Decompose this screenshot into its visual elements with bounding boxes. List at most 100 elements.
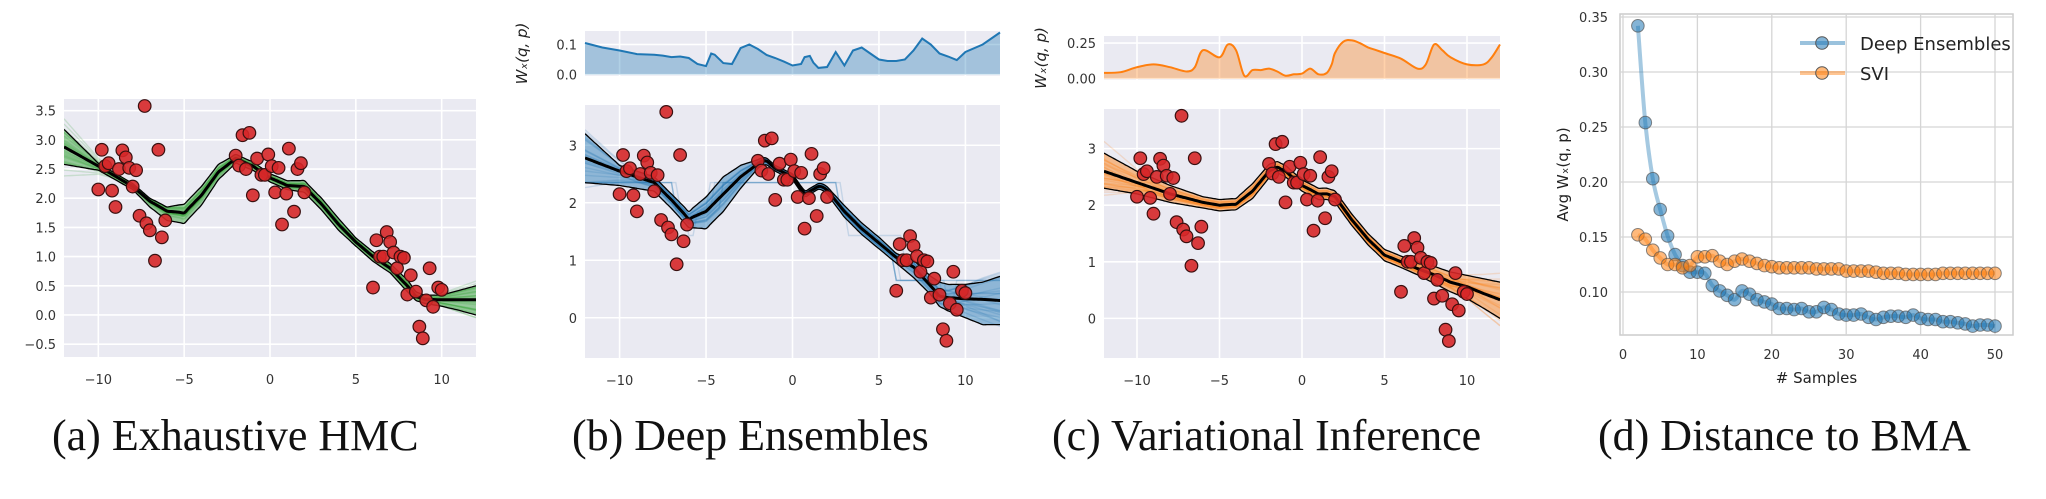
data-point xyxy=(1184,258,1199,273)
series-marker xyxy=(1638,232,1653,246)
data-point xyxy=(1328,192,1342,207)
distance-area xyxy=(1104,40,1500,79)
data-point xyxy=(1448,266,1463,281)
panel-b-deep-ensembles: −10 −5 0 5 10 0 1 2 3 0.0 0.1 Wₓ(q, p) xyxy=(513,23,1001,389)
data-point xyxy=(783,152,798,167)
data-point xyxy=(1310,193,1325,208)
strip-y-tick-label: 0.1 xyxy=(556,39,577,54)
y-tick-label: 1 xyxy=(1088,256,1096,271)
y-axis-label: Avg Wₓ(q, p) xyxy=(1554,127,1572,221)
data-point xyxy=(1191,236,1205,251)
x-tick-label: 0 xyxy=(788,374,796,389)
y-tick-label: 1.0 xyxy=(35,251,56,266)
panel-d-distance-to-bma: 0 10 20 30 40 50 0.10 0.15 0.20 0.25 0.30 0.35 # Sam… xyxy=(1554,11,2014,387)
data-point xyxy=(294,156,308,171)
data-point xyxy=(1313,150,1328,165)
data-point xyxy=(958,286,973,300)
data-point xyxy=(626,188,641,203)
strip-y-tick-label: 0.00 xyxy=(1067,73,1096,88)
data-point xyxy=(949,302,964,317)
data-point xyxy=(673,148,688,162)
data-point xyxy=(1441,334,1456,348)
data-point xyxy=(275,217,289,232)
y-tick-label: 3.0 xyxy=(35,134,56,149)
x-tick-label: 0 xyxy=(1298,374,1306,389)
x-tick-label: −5 xyxy=(1210,374,1229,389)
data-point xyxy=(158,213,173,228)
strip-y-tick-label: 0.25 xyxy=(1067,37,1096,52)
x-tick-label: 20 xyxy=(1764,348,1781,363)
data-point xyxy=(1451,303,1466,318)
x-axis-label: # Samples xyxy=(1776,369,1858,387)
data-point xyxy=(1174,108,1189,123)
data-point xyxy=(151,142,166,157)
x-tick-label: −10 xyxy=(606,374,633,389)
data-point xyxy=(154,230,169,245)
y-tick-label: 1 xyxy=(569,254,577,269)
uncertainty-band xyxy=(64,129,476,315)
series-marker xyxy=(1683,258,1697,273)
x-tick-label: 5 xyxy=(1380,374,1388,389)
x-tick-label: 0 xyxy=(266,373,274,388)
y-tick-label: 2 xyxy=(569,197,577,212)
data-point xyxy=(1293,155,1308,170)
series-marker xyxy=(1645,171,1660,186)
data-point xyxy=(920,254,935,269)
y-tick-label: 2 xyxy=(1088,199,1096,214)
y-tick-label: 0.5 xyxy=(35,280,56,295)
y-tick-label: 3.5 xyxy=(35,105,56,120)
data-point xyxy=(1278,195,1293,210)
x-tick-label: 10 xyxy=(1689,348,1706,363)
data-point xyxy=(137,99,152,113)
legend-label: Deep Ensembles xyxy=(1860,34,2011,55)
data-point xyxy=(91,182,106,197)
legend-label: SVI xyxy=(1860,64,1889,85)
series-marker xyxy=(1631,19,1645,33)
y-tick-label: 3 xyxy=(569,139,577,154)
data-point xyxy=(1318,211,1332,226)
y-tick-label: 0.30 xyxy=(1579,66,1608,81)
data-point xyxy=(1143,190,1158,205)
data-point xyxy=(287,204,301,219)
y-tick-label: −0.5 xyxy=(24,338,56,353)
data-point xyxy=(669,257,684,272)
data-point xyxy=(1394,284,1408,299)
data-point xyxy=(1435,288,1450,303)
x-tick-label: −5 xyxy=(696,374,715,389)
data-point xyxy=(892,237,907,252)
data-point xyxy=(279,186,294,201)
legend-marker xyxy=(1815,36,1829,50)
data-point xyxy=(802,191,816,206)
data-point xyxy=(1423,256,1438,270)
y-tick-label: 0.25 xyxy=(1579,121,1608,136)
data-point xyxy=(1324,164,1339,179)
data-point xyxy=(612,187,627,202)
data-point xyxy=(403,268,418,283)
data-point xyxy=(94,142,109,157)
x-tick-label: 10 xyxy=(1459,374,1476,389)
distance-line xyxy=(1103,39,1501,78)
y-tick-label: 0 xyxy=(569,312,577,327)
data-point xyxy=(1133,151,1148,166)
data-point xyxy=(768,192,783,207)
caption-b: (b) Deep Ensembles xyxy=(572,411,929,460)
legend: Deep Ensembles SVI xyxy=(1800,34,2011,85)
data-point xyxy=(816,161,831,176)
data-point xyxy=(623,161,637,176)
x-tick-label: 10 xyxy=(957,374,974,389)
data-point xyxy=(1179,229,1194,244)
x-tick-label: −10 xyxy=(1123,374,1150,389)
data-point xyxy=(271,160,286,175)
data-point xyxy=(1194,219,1209,234)
y-tick-label: 0.15 xyxy=(1579,231,1608,246)
data-point xyxy=(1306,223,1321,238)
x-tick-label: 5 xyxy=(352,373,360,388)
data-point xyxy=(794,165,809,180)
y-tick-label: 0.35 xyxy=(1579,11,1608,26)
series-marker xyxy=(1660,229,1675,243)
y-tick-label: 2.0 xyxy=(35,192,56,207)
x-tick-label: −10 xyxy=(85,373,112,388)
strip-y-axis-label: Wₓ(q, p) xyxy=(1032,27,1050,89)
data-point xyxy=(1163,186,1177,201)
